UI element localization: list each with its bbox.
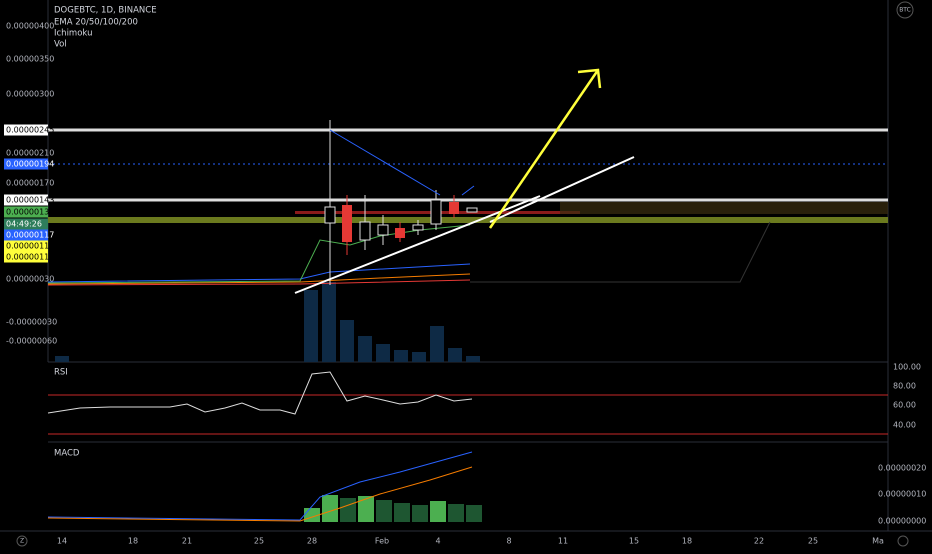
ema-line bbox=[47, 279, 471, 286]
trend-line bbox=[489, 156, 635, 223]
price-label: 0.00000112 bbox=[6, 253, 54, 262]
rsi-axis-label: 40.00 bbox=[893, 421, 916, 430]
arrow-head bbox=[577, 68, 602, 89]
price-badge bbox=[4, 194, 48, 206]
support-band bbox=[48, 217, 888, 223]
price-badge bbox=[4, 251, 48, 263]
price-label: 0.00000170 bbox=[6, 179, 54, 188]
price-label: 0.00000115 bbox=[6, 242, 54, 251]
rsi-axis-label: 100.00 bbox=[893, 363, 921, 372]
price-label: 0.00000400 bbox=[6, 22, 54, 31]
price-label: 04:49:26 bbox=[6, 220, 42, 229]
price-label: 0.00000132 bbox=[6, 208, 54, 217]
date-label: Ma bbox=[872, 537, 884, 546]
rsi-axis-label: 80.00 bbox=[893, 382, 916, 391]
trend-line bbox=[329, 129, 441, 196]
price-label: 0.00000030 bbox=[6, 275, 54, 284]
symbol: DOGEBTC, 1D, BINANCE bbox=[54, 6, 157, 16]
price-badge bbox=[4, 124, 48, 136]
price-label: -0.00000060 bbox=[6, 337, 57, 346]
indicator-label: Ichimoku bbox=[54, 29, 92, 39]
date-label: 28 bbox=[307, 537, 317, 546]
corner-label: Z bbox=[20, 538, 24, 545]
volume-bars bbox=[55, 282, 480, 362]
indicator-label: Vol bbox=[54, 40, 67, 50]
trend-line bbox=[461, 185, 475, 196]
date-label: 22 bbox=[754, 537, 764, 546]
indicator-label: EMA 20/50/100/200 bbox=[54, 18, 138, 28]
date-label: 14 bbox=[57, 537, 67, 546]
macd-axis-label: 0.00000000 bbox=[878, 517, 926, 526]
date-label: 8 bbox=[506, 537, 511, 546]
cloud bbox=[560, 202, 888, 214]
price-label: 0.00000350 bbox=[6, 55, 54, 64]
rsi-line bbox=[47, 371, 473, 415]
price-badge bbox=[4, 206, 48, 218]
price-label: 0.00000245 bbox=[6, 126, 54, 135]
date-label: 25 bbox=[254, 537, 264, 546]
arrow bbox=[488, 69, 600, 229]
currency-badge[interactable] bbox=[896, 1, 914, 19]
currency: BTC bbox=[899, 7, 911, 14]
price-label: 0.00000143 bbox=[6, 196, 54, 205]
date-label: 11 bbox=[558, 537, 568, 546]
date-label: 25 bbox=[808, 537, 818, 546]
ichimoku-line bbox=[470, 221, 771, 283]
price-badge bbox=[4, 240, 48, 252]
signal-line bbox=[47, 466, 473, 522]
date-label: 18 bbox=[682, 537, 692, 546]
price-label: 0.00000210 bbox=[6, 149, 54, 158]
price-badge bbox=[4, 218, 48, 230]
date-label: Feb bbox=[375, 537, 389, 546]
price-label: 0.00000117 bbox=[6, 231, 54, 240]
ema-line bbox=[47, 273, 471, 285]
price-badge bbox=[4, 229, 48, 241]
rsi-title: RSI bbox=[54, 368, 68, 378]
price-label: -0.00000030 bbox=[6, 318, 57, 327]
settings-button[interactable] bbox=[897, 535, 909, 547]
timezone-button[interactable] bbox=[16, 535, 28, 547]
candles bbox=[324, 120, 478, 285]
date-label: 18 bbox=[128, 537, 138, 546]
macd-title: MACD bbox=[54, 449, 80, 459]
date-label: 21 bbox=[182, 537, 192, 546]
price-badge bbox=[4, 158, 48, 170]
macd-axis-label: 0.00000020 bbox=[878, 464, 926, 473]
trend-line bbox=[294, 195, 541, 294]
macd-axis-label: 0.00000010 bbox=[878, 490, 926, 499]
date-label: 4 bbox=[435, 537, 440, 546]
rsi-axis-label: 60.00 bbox=[893, 401, 916, 410]
macd-line bbox=[47, 451, 473, 521]
price-label: 0.00000300 bbox=[6, 90, 54, 99]
date-label: 15 bbox=[629, 537, 639, 546]
price-label: 0.00000194 bbox=[6, 160, 54, 169]
